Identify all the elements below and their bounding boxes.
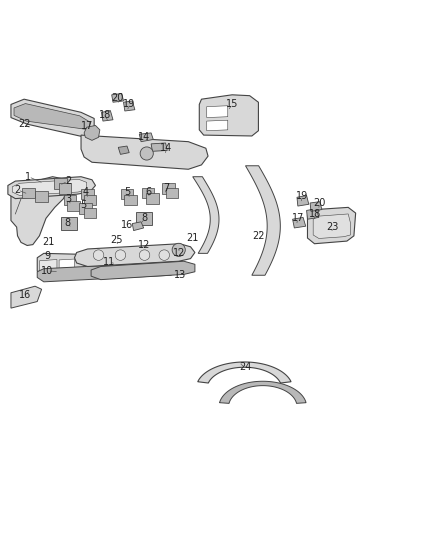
Circle shape	[159, 250, 170, 260]
Circle shape	[115, 250, 126, 260]
Text: 21: 21	[42, 237, 54, 247]
Polygon shape	[74, 244, 195, 266]
Polygon shape	[310, 201, 322, 211]
Polygon shape	[79, 204, 92, 214]
Polygon shape	[162, 183, 175, 194]
Text: 22: 22	[252, 231, 265, 241]
Polygon shape	[199, 95, 258, 136]
Polygon shape	[11, 99, 94, 138]
Circle shape	[139, 250, 150, 260]
Circle shape	[93, 250, 104, 260]
Text: 16: 16	[121, 220, 133, 230]
Text: 14: 14	[160, 143, 173, 154]
Polygon shape	[12, 179, 87, 196]
Polygon shape	[136, 212, 152, 225]
Polygon shape	[11, 286, 42, 308]
Polygon shape	[83, 259, 99, 268]
Text: 17: 17	[292, 213, 304, 223]
Polygon shape	[132, 222, 144, 231]
Polygon shape	[59, 183, 71, 194]
Polygon shape	[14, 103, 90, 130]
Polygon shape	[121, 189, 133, 199]
Polygon shape	[81, 189, 94, 199]
Polygon shape	[91, 261, 195, 280]
Text: 20: 20	[314, 198, 326, 208]
Polygon shape	[124, 195, 137, 205]
Polygon shape	[35, 191, 48, 201]
Polygon shape	[22, 188, 35, 198]
Polygon shape	[11, 177, 68, 246]
Text: 18: 18	[309, 209, 321, 219]
Polygon shape	[110, 259, 125, 268]
Polygon shape	[39, 260, 57, 277]
Text: 15: 15	[226, 100, 238, 109]
Text: 5: 5	[124, 187, 130, 197]
Polygon shape	[207, 106, 228, 118]
Polygon shape	[313, 214, 350, 238]
Polygon shape	[84, 208, 96, 219]
Text: 4: 4	[82, 187, 88, 197]
Text: 3: 3	[65, 193, 71, 204]
Polygon shape	[61, 217, 77, 230]
Text: 17: 17	[81, 122, 94, 131]
Text: 19: 19	[296, 191, 308, 201]
Text: 10: 10	[41, 266, 53, 276]
Polygon shape	[138, 259, 153, 268]
Text: 2: 2	[14, 185, 21, 195]
Polygon shape	[139, 133, 153, 142]
Polygon shape	[307, 209, 319, 219]
Polygon shape	[81, 135, 208, 169]
Polygon shape	[102, 110, 113, 121]
Polygon shape	[166, 188, 178, 198]
Text: 11: 11	[103, 257, 116, 267]
Polygon shape	[219, 381, 306, 403]
Text: 19: 19	[123, 100, 135, 109]
Text: 21: 21	[187, 233, 199, 243]
Polygon shape	[54, 178, 67, 189]
Polygon shape	[293, 217, 306, 228]
Polygon shape	[84, 125, 100, 140]
Text: 2: 2	[65, 176, 71, 186]
Polygon shape	[8, 177, 95, 199]
Polygon shape	[64, 195, 76, 205]
Polygon shape	[245, 166, 280, 275]
Text: 1: 1	[25, 172, 32, 182]
Polygon shape	[297, 196, 309, 206]
Polygon shape	[198, 362, 291, 383]
Polygon shape	[307, 207, 356, 244]
Polygon shape	[67, 201, 80, 211]
Text: 6: 6	[146, 187, 152, 197]
Polygon shape	[59, 259, 74, 268]
Text: 12: 12	[138, 240, 151, 249]
Text: 7: 7	[163, 183, 170, 192]
Polygon shape	[146, 193, 159, 204]
Polygon shape	[112, 93, 124, 102]
Text: 18: 18	[99, 110, 111, 120]
Polygon shape	[151, 143, 167, 151]
Circle shape	[172, 243, 185, 256]
Polygon shape	[118, 146, 129, 155]
Text: 24: 24	[239, 362, 251, 372]
Text: 13: 13	[173, 270, 186, 280]
Polygon shape	[84, 195, 96, 205]
Text: 9: 9	[44, 251, 50, 261]
Text: 20: 20	[111, 93, 124, 103]
Circle shape	[140, 147, 153, 160]
Polygon shape	[193, 177, 219, 253]
Polygon shape	[142, 188, 154, 198]
Text: 8: 8	[141, 213, 148, 223]
Text: 5: 5	[80, 200, 86, 210]
Text: 23: 23	[327, 222, 339, 232]
Text: 8: 8	[65, 217, 71, 228]
Polygon shape	[124, 101, 135, 111]
Text: 16: 16	[19, 290, 31, 300]
Text: 12: 12	[173, 248, 186, 259]
Polygon shape	[37, 253, 179, 280]
Text: 25: 25	[110, 235, 122, 245]
Text: 22: 22	[18, 119, 30, 129]
Polygon shape	[37, 262, 179, 282]
Polygon shape	[207, 120, 228, 131]
Text: 14: 14	[138, 132, 151, 142]
